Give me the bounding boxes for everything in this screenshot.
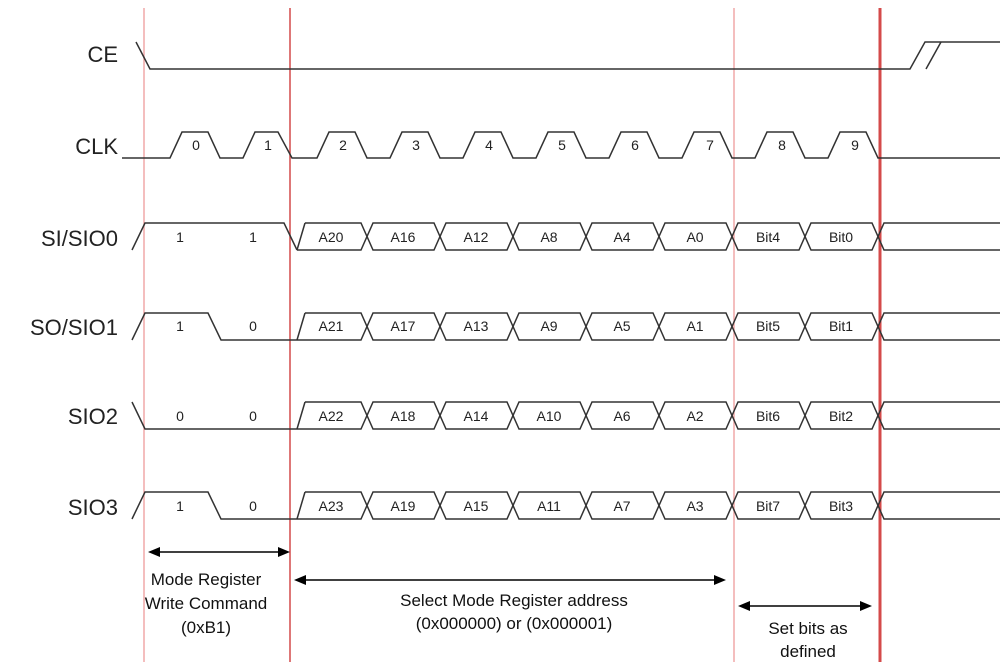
mode-cmd-annotation-line-1: Mode Register [151,570,262,589]
signal-label-clk: CLK [75,134,118,159]
so-sio1-cell-5: A1 [686,318,703,334]
si-sio0-cell-5: A0 [686,229,703,245]
clk-pulse-label-8: 8 [778,137,786,153]
address-annotation-line-2: (0x000000) or (0x000001) [416,614,613,633]
sio2-cell-5: A2 [686,408,703,424]
sio3-cmd-bit-0: 1 [176,498,184,514]
set-bits-arrow [738,601,872,611]
so-sio1-bus-waveform [296,312,1000,341]
clk-pulse-label-2: 2 [339,137,347,153]
mode-cmd-annotation-line-2: Write Command [145,594,268,613]
si-sio0-cell-6: Bit4 [756,229,780,245]
sio3-cell-2: A15 [464,498,489,514]
so-sio1-cell-3: A9 [540,318,557,334]
so-sio1-cell-1: A17 [391,318,416,334]
set-bits-annotation-line-2: defined [780,642,836,661]
sio3-cell-3: A11 [537,498,561,514]
sio3-cell-6: Bit7 [756,498,780,514]
so-sio1-cmd-bit-0: 1 [176,318,184,334]
signal-label-sio2: SIO2 [68,404,118,429]
sio2-cell-0: A22 [319,408,344,424]
si-sio0-bus-waveform [296,222,1000,251]
sio3-cmd-bit-1: 0 [249,498,257,514]
clk-pulse-label-9: 9 [851,137,859,153]
si-sio0-cmd-bit-0: 1 [176,229,184,245]
si-sio0-cell-7: Bit0 [829,229,853,245]
address-annotation-line-1: Select Mode Register address [400,591,628,610]
so-sio1-cell-7: Bit1 [829,318,853,334]
sio2-cell-2: A14 [464,408,489,424]
sio3-bus-waveform [296,491,1000,520]
so-sio1-cell-6: Bit5 [756,318,780,334]
si-sio0-cell-3: A8 [540,229,557,245]
clk-pulse-label-1: 1 [264,137,272,153]
so-sio1-cell-4: A5 [613,318,630,334]
clk-pulse-label-5: 5 [558,137,566,153]
ce-waveform [135,41,1000,70]
sio3-cell-7: Bit3 [829,498,853,514]
so-sio1-cmd-bit-1: 0 [249,318,257,334]
so-sio1-command-waveform [131,312,297,341]
clk-pulse-label-4: 4 [485,137,493,153]
signal-label-sio3: SIO3 [68,495,118,520]
clk-pulse-label-0: 0 [192,137,200,153]
ce-waveform-rise-alt [925,41,942,70]
so-sio1-cell-2: A13 [464,318,489,334]
sio2-cell-7: Bit2 [829,408,853,424]
si-sio0-cell-4: A4 [613,229,630,245]
sio3-cell-0: A23 [319,498,344,514]
signal-label-ce: CE [87,42,118,67]
sio2-cell-4: A6 [613,408,630,424]
sio2-cell-1: A18 [391,408,416,424]
clk-pulse-label-7: 7 [706,137,714,153]
sio3-cell-5: A3 [686,498,703,514]
signal-label-so-sio1: SO/SIO1 [30,315,118,340]
si-sio0-command-waveform [131,222,298,251]
si-sio0-cmd-bit-1: 1 [249,229,257,245]
sio3-cell-1: A19 [391,498,416,514]
address-arrow [294,575,726,585]
sio3-cell-4: A7 [613,498,630,514]
sio3-command-waveform [131,491,297,520]
sio2-command-waveform [131,401,297,430]
clk-pulse-label-6: 6 [631,137,639,153]
clk-waveform [122,131,1000,159]
si-sio0-cell-1: A16 [391,229,416,245]
mode-cmd-annotation-line-3: (0xB1) [181,618,231,637]
si-sio0-cell-2: A12 [464,229,489,245]
set-bits-annotation-line-1: Set bits as [768,619,847,638]
mode-cmd-arrow [148,547,290,557]
si-sio0-cell-0: A20 [319,229,344,245]
sio2-cell-3: A10 [537,408,562,424]
sio2-cmd-bit-0: 0 [176,408,184,424]
sio2-bus-waveform [296,401,1000,430]
clk-pulse-label-3: 3 [412,137,420,153]
sio2-cmd-bit-1: 0 [249,408,257,424]
signal-label-si-sio0: SI/SIO0 [41,226,118,251]
sio2-cell-6: Bit6 [756,408,780,424]
so-sio1-cell-0: A21 [319,318,344,334]
